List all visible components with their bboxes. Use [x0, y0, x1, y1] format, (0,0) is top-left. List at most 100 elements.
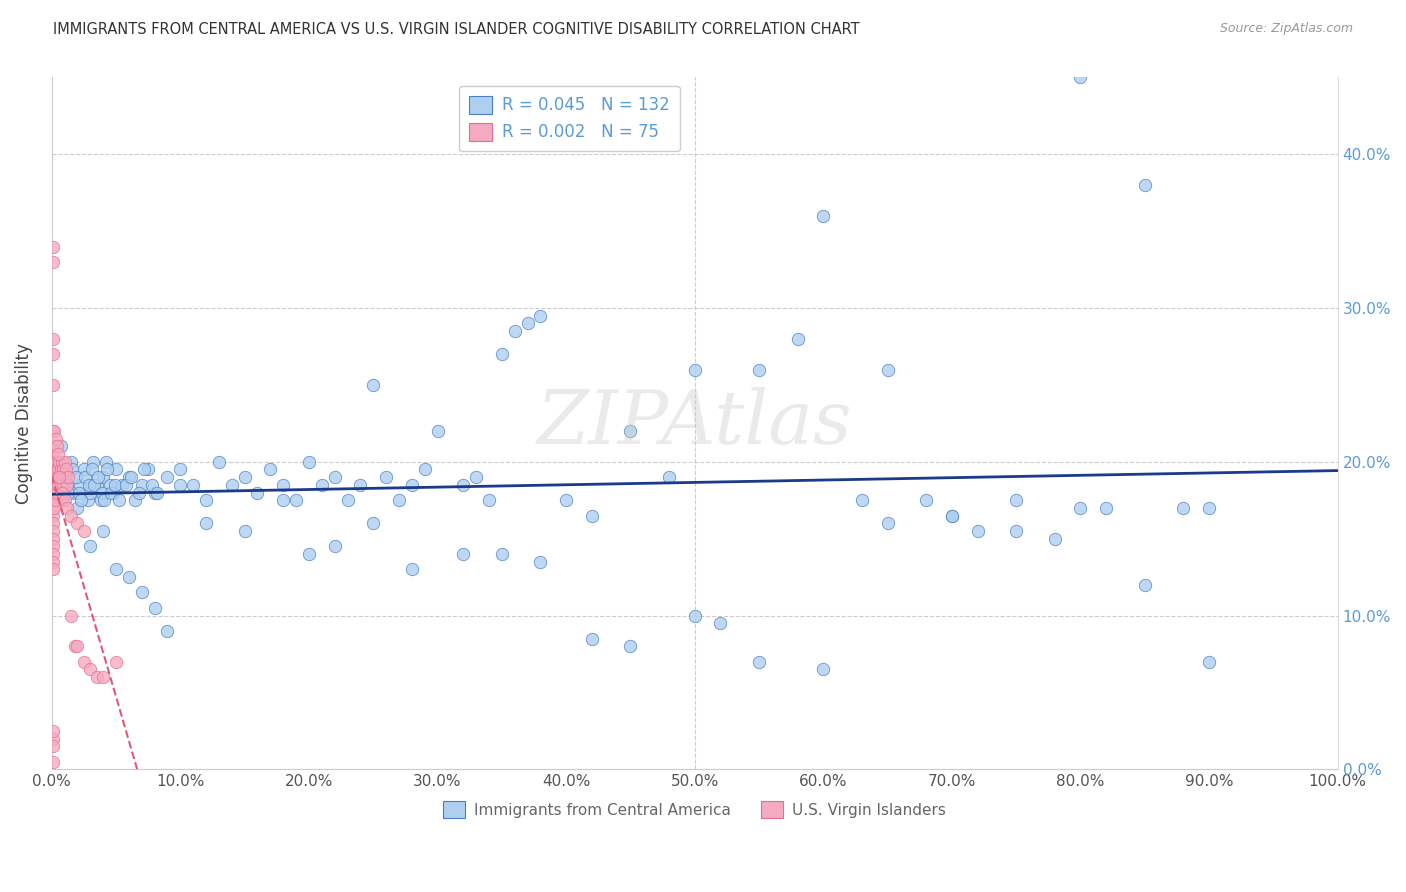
Point	[45, 462, 67, 476]
Point	[79, 662, 101, 676]
Point	[285, 493, 308, 508]
Point	[45, 455, 67, 469]
Point	[94, 455, 117, 469]
Point	[169, 478, 191, 492]
Point	[118, 570, 141, 584]
Point	[45, 432, 67, 446]
Point	[60, 508, 83, 523]
Point	[45, 455, 67, 469]
Point	[42, 547, 65, 561]
Point	[45, 485, 67, 500]
Text: IMMIGRANTS FROM CENTRAL AMERICA VS U.S. VIRGIN ISLANDER COGNITIVE DISABILITY COR: IMMIGRANTS FROM CENTRAL AMERICA VS U.S. …	[53, 22, 860, 37]
Point	[465, 470, 488, 484]
Point	[529, 309, 551, 323]
Point	[67, 485, 90, 500]
Point	[90, 485, 112, 500]
Point	[51, 455, 73, 469]
Point	[90, 493, 112, 508]
Point	[53, 470, 76, 484]
Point	[51, 462, 73, 476]
Point	[42, 478, 65, 492]
Point	[966, 524, 988, 538]
Text: Source: ZipAtlas.com: Source: ZipAtlas.com	[1219, 22, 1353, 36]
Point	[851, 493, 873, 508]
Point	[581, 508, 603, 523]
Point	[60, 462, 83, 476]
Point	[56, 500, 79, 515]
Point	[52, 462, 75, 476]
Point	[233, 470, 256, 484]
Point	[100, 485, 122, 500]
Point	[42, 493, 65, 508]
Point	[813, 662, 835, 676]
Point	[1005, 524, 1028, 538]
Point	[66, 640, 89, 654]
Point	[51, 470, 73, 484]
Point	[45, 470, 67, 484]
Point	[42, 455, 65, 469]
Point	[503, 324, 526, 338]
Point	[131, 478, 153, 492]
Point	[786, 332, 808, 346]
Point	[361, 378, 384, 392]
Point	[87, 470, 110, 484]
Point	[44, 462, 66, 476]
Point	[80, 462, 103, 476]
Point	[748, 655, 770, 669]
Point	[169, 462, 191, 476]
Point	[941, 508, 963, 523]
Point	[52, 493, 75, 508]
Point	[1133, 178, 1156, 192]
Point	[195, 493, 218, 508]
Point	[581, 632, 603, 646]
Point	[478, 493, 501, 508]
Point	[42, 439, 65, 453]
Point	[876, 516, 898, 531]
Point	[93, 493, 115, 508]
Point	[77, 478, 100, 492]
Point	[56, 478, 79, 492]
Point	[42, 424, 65, 438]
Point	[91, 470, 114, 484]
Point	[86, 670, 108, 684]
Point	[44, 455, 66, 469]
Point	[53, 493, 76, 508]
Point	[42, 562, 65, 576]
Point	[401, 478, 423, 492]
Point	[813, 209, 835, 223]
Point	[65, 470, 87, 484]
Point	[426, 424, 449, 438]
Point	[48, 485, 70, 500]
Point	[208, 455, 231, 469]
Point	[58, 470, 80, 484]
Point	[683, 608, 706, 623]
Point	[91, 524, 114, 538]
Point	[143, 485, 166, 500]
Point	[128, 485, 150, 500]
Point	[136, 462, 159, 476]
Point	[103, 485, 125, 500]
Point	[45, 470, 67, 484]
Point	[451, 478, 474, 492]
Point	[42, 332, 65, 346]
Point	[413, 462, 436, 476]
Point	[388, 493, 411, 508]
Point	[1198, 655, 1220, 669]
Point	[42, 239, 65, 253]
Point	[115, 478, 138, 492]
Point	[105, 562, 128, 576]
Point	[401, 562, 423, 576]
Point	[63, 640, 86, 654]
Point	[361, 516, 384, 531]
Point	[46, 478, 69, 492]
Point	[44, 493, 66, 508]
Point	[46, 485, 69, 500]
Point	[44, 424, 66, 438]
Point	[876, 362, 898, 376]
Point	[46, 462, 69, 476]
Point	[49, 478, 72, 492]
Point	[70, 493, 93, 508]
Point	[349, 478, 371, 492]
Point	[42, 731, 65, 746]
Point	[323, 470, 346, 484]
